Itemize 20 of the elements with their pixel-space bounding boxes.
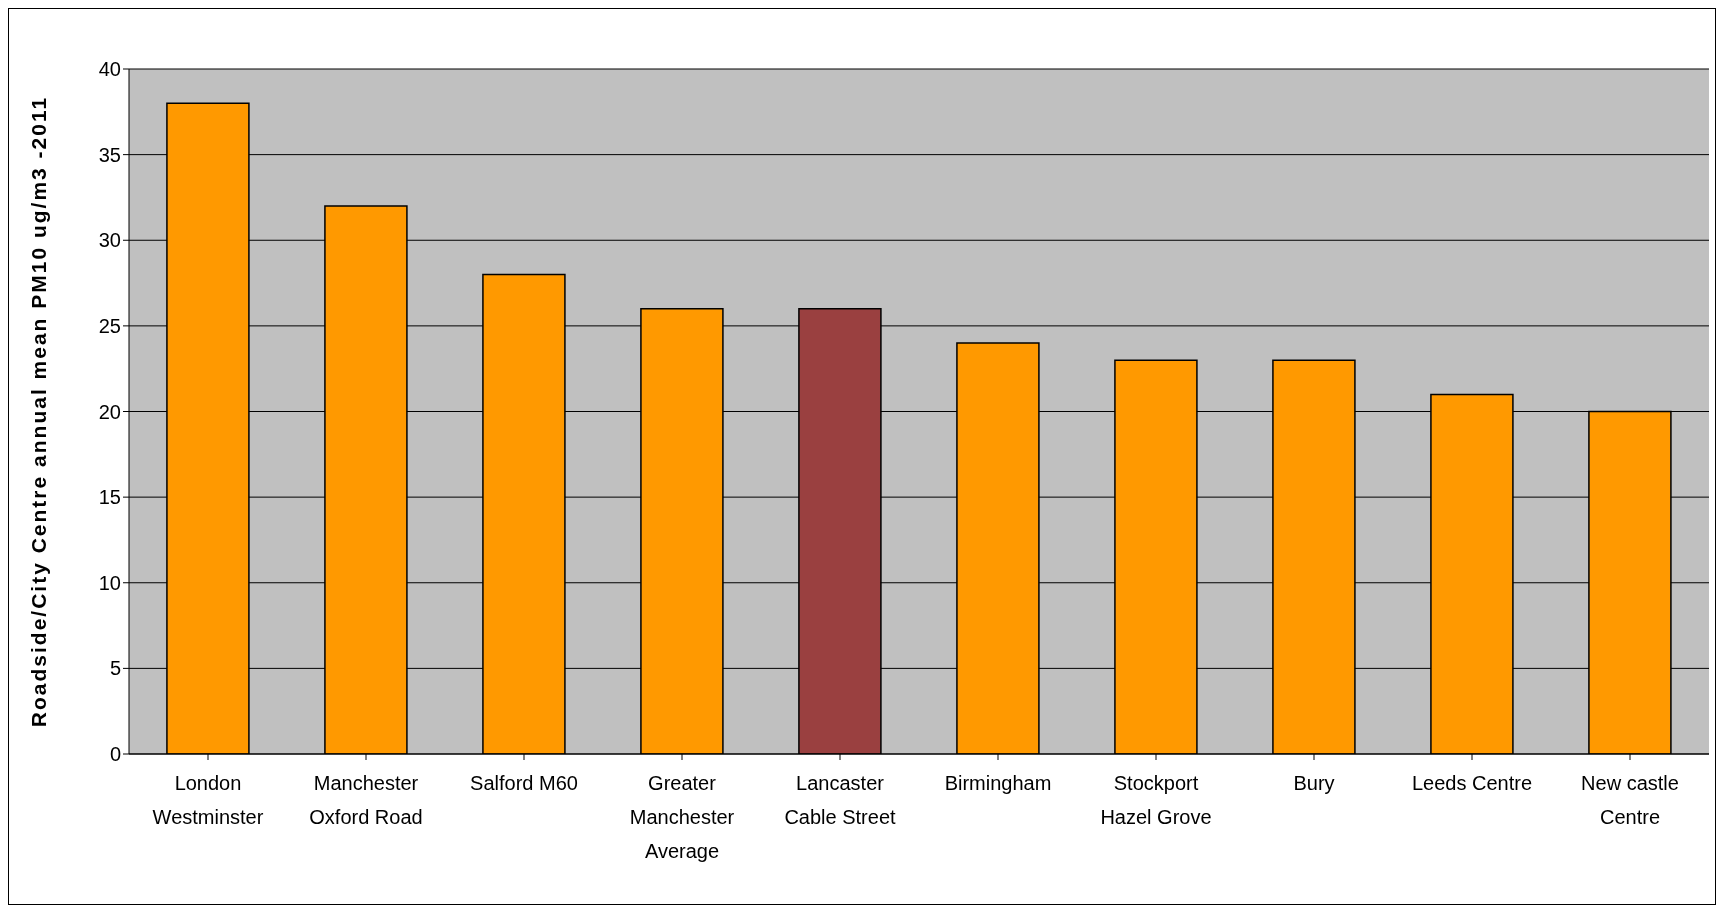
x-tick-label: Salford M60: [470, 772, 578, 794]
y-tick-label: 20: [98, 400, 121, 423]
x-tick-label: Stockport Hazel Grove: [1100, 772, 1212, 828]
x-tick-label: Bury: [1293, 772, 1335, 794]
x-tick-label: London Westminster: [152, 772, 264, 828]
y-tick-label: 40: [98, 58, 121, 81]
y-tick-label: 5: [109, 657, 121, 680]
y-tick-label: 35: [98, 143, 121, 166]
x-tick-label: Lancaster Cable Street: [784, 772, 897, 828]
y-tick-label: 10: [98, 571, 121, 594]
y-axis-title: Roadside/City Centre annual mean PM10 ug/m3 -2011: [27, 95, 51, 728]
x-tick-label: Birmingham: [944, 772, 1052, 794]
x-tick-label: New castle Centre: [1581, 772, 1679, 828]
y-tick-label: 15: [98, 486, 121, 509]
y-tick-label: 25: [98, 314, 121, 337]
y-tick-label: 0: [109, 743, 121, 766]
y-tick-label: 30: [98, 229, 121, 252]
x-tick-label: Manchester Oxford Road: [309, 772, 423, 828]
x-tick-label: Leeds Centre: [1411, 772, 1533, 794]
x-tick-label: Greater Manchester Average: [629, 772, 735, 862]
